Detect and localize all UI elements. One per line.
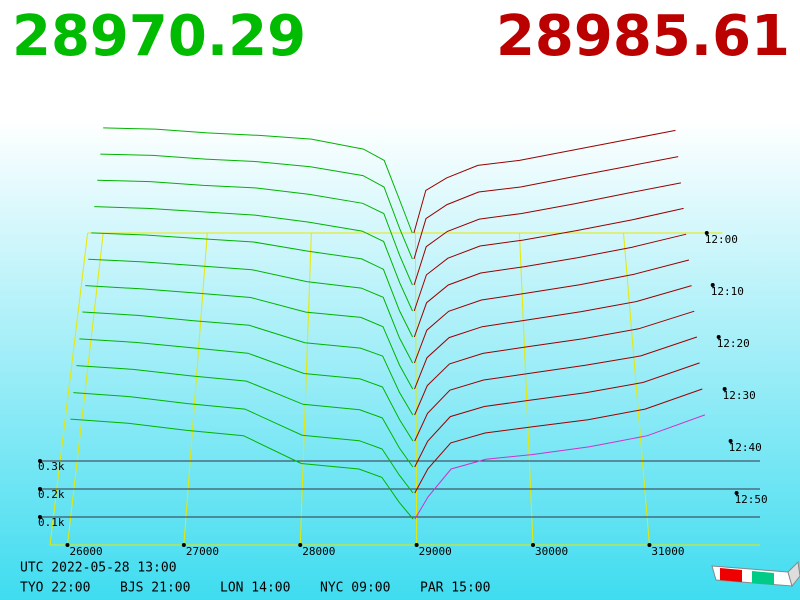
ask-depth-line — [413, 233, 687, 338]
time-tick-label: 12:10 — [711, 285, 744, 298]
time-tick — [722, 387, 727, 391]
depth-tick-label: 0.2k — [38, 488, 65, 501]
depth-tick — [38, 487, 42, 491]
bid-depth-line — [100, 153, 413, 260]
price-tick — [298, 543, 303, 547]
price-grid-line — [414, 232, 418, 546]
bid-depth-line — [91, 232, 414, 338]
bid-depth-line — [85, 285, 414, 390]
zone-time: BJS 21:00 — [120, 581, 190, 596]
bid-depth-line — [73, 392, 414, 494]
zone-time: TYO 22:00 — [20, 581, 90, 596]
ask-depth-line — [414, 388, 703, 494]
bid-depth-line — [76, 365, 414, 468]
ask-depth-line — [413, 207, 684, 312]
utc-time: UTC 2022-05-28 13:00 — [20, 561, 177, 576]
price-grid-line — [66, 232, 104, 546]
price-grid-line — [518, 232, 534, 546]
time-zones: TYO 22:00 BJS 21:00 LON 14:00 NYC 09:00 PAR … — [20, 581, 490, 596]
3d-glasses-icon — [711, 560, 800, 588]
price-tick-label: 31000 — [651, 545, 684, 558]
price-tick — [181, 543, 186, 547]
price-tick — [414, 543, 419, 547]
time-tick — [734, 491, 739, 495]
price-tick-label: 29000 — [419, 545, 452, 558]
best-ask: 28985.61 — [496, 4, 790, 69]
best-bid: 28970.29 — [12, 4, 306, 69]
price-grid-line — [623, 232, 650, 546]
zone-time: LON 14:00 — [220, 581, 290, 596]
ask-depth-line — [414, 362, 700, 468]
price-tick-label: 27000 — [186, 545, 219, 558]
time-tick-label: 12:00 — [705, 233, 738, 246]
bid-depth-line — [103, 127, 413, 234]
ask-depth-line — [414, 310, 695, 416]
price-grid-line — [299, 232, 312, 546]
ask-depth-line — [414, 336, 698, 442]
bid-depth-line — [82, 311, 414, 416]
time-tick — [716, 335, 721, 339]
bid-depth-line — [97, 179, 413, 286]
price-grid-line — [183, 232, 208, 546]
price-tick — [647, 543, 652, 547]
bid-depth-line — [94, 206, 413, 312]
bid-depth-line — [79, 338, 414, 442]
price-tick-label: 30000 — [535, 545, 568, 558]
zone-time: PAR 15:00 — [420, 581, 490, 596]
floor-left-edge — [49, 232, 89, 546]
time-tick-label: 12:30 — [723, 389, 756, 402]
price-tick-label: 28000 — [302, 545, 335, 558]
depth-tick — [38, 515, 42, 519]
depth-tick — [38, 459, 42, 463]
time-tick — [704, 231, 709, 235]
price-tick — [65, 543, 70, 547]
bid-depth-line — [70, 418, 414, 520]
ask-depth-line — [413, 182, 681, 286]
ask-depth-line — [413, 156, 679, 260]
depth-tick-label: 0.3k — [38, 460, 65, 473]
time-tick — [710, 283, 715, 287]
time-tick-label: 12:20 — [717, 337, 750, 350]
bid-depth-line — [88, 258, 414, 364]
time-tick — [728, 439, 733, 443]
price-tick — [531, 543, 536, 547]
depth-tick-label: 0.1k — [38, 516, 65, 529]
ask-depth-line — [414, 414, 706, 520]
price-tick-label: 26000 — [69, 545, 102, 558]
time-tick-label: 12:40 — [729, 441, 762, 454]
plot: 26000 27000 28000 29000 30000 31000 0.1k 0.2k 0.… — [38, 127, 768, 558]
ask-depth-line — [413, 259, 690, 364]
time-tick-label: 12:50 — [735, 493, 768, 506]
ask-depth-line — [414, 285, 692, 390]
zone-time: NYC 09:00 — [320, 581, 390, 596]
ask-depth-line — [413, 129, 676, 234]
